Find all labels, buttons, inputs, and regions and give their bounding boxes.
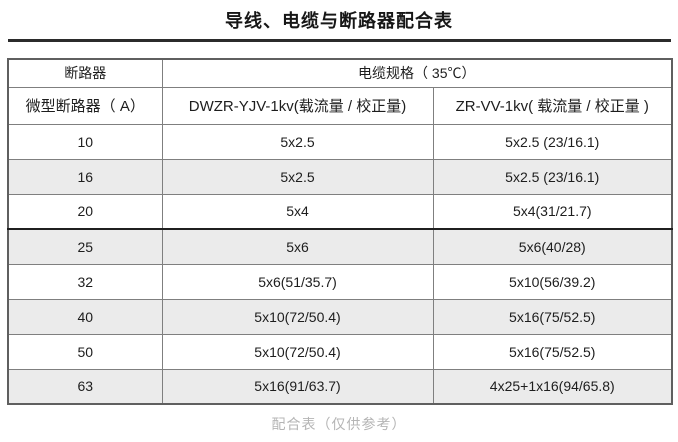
breaker-cable-table: 断路器 电缆规格（ 35℃） 微型断路器（ A） DWZR-YJV-1kv(载流… xyxy=(7,58,673,405)
header-cable-spec-group: 电缆规格（ 35℃） xyxy=(161,58,673,88)
breaker-rating-cell: 20 xyxy=(7,193,163,230)
zrvv-capacity-cell: 5x2.5 (23/16.1) xyxy=(432,123,673,160)
header-breaker-group: 断路器 xyxy=(7,58,163,88)
table-body: 断路器 电缆规格（ 35℃） 微型断路器（ A） DWZR-YJV-1kv(载流… xyxy=(7,58,673,405)
zrvv-capacity-cell: 5x16(75/52.5) xyxy=(432,333,673,370)
breaker-rating-cell: 32 xyxy=(7,263,163,300)
header-col-dwzr: DWZR-YJV-1kv(载流量 / 校正量) xyxy=(161,86,434,125)
table-row: 40 5x10(72/50.4) 5x16(75/52.5) xyxy=(7,298,673,335)
zrvv-capacity-cell: 5x4(31/21.7) xyxy=(432,193,673,230)
table-row: 63 5x16(91/63.7) 4x25+1x16(94/65.8) xyxy=(7,368,673,405)
breaker-rating-cell: 40 xyxy=(7,298,163,335)
table-caption: 配合表（仅供参考） xyxy=(271,416,407,432)
breaker-rating-cell: 25 xyxy=(7,228,163,265)
dwzr-capacity-cell: 5x16(91/63.7) xyxy=(161,368,434,405)
page-title: 导线、电缆与断路器配合表 xyxy=(225,11,453,31)
table-row: 20 5x4 5x4(31/21.7) xyxy=(7,193,673,230)
table-header-row-2: 微型断路器（ A） DWZR-YJV-1kv(载流量 / 校正量) ZR-VV-… xyxy=(7,86,673,125)
table-row: 25 5x6 5x6(40/28) xyxy=(7,228,673,265)
dwzr-capacity-cell: 5x2.5 xyxy=(161,123,434,160)
breaker-rating-cell: 50 xyxy=(7,333,163,370)
table-row: 16 5x2.5 5x2.5 (23/16.1) xyxy=(7,158,673,195)
breaker-rating-cell: 10 xyxy=(7,123,163,160)
title-divider xyxy=(8,39,671,42)
header-col-zrvv: ZR-VV-1kv( 载流量 / 校正量 ) xyxy=(432,86,673,125)
header-col-breaker: 微型断路器（ A） xyxy=(7,86,163,125)
table-header-row-1: 断路器 电缆规格（ 35℃） xyxy=(7,58,673,88)
breaker-rating-cell: 63 xyxy=(7,368,163,405)
zrvv-capacity-cell: 5x16(75/52.5) xyxy=(432,298,673,335)
dwzr-capacity-cell: 5x2.5 xyxy=(161,158,434,195)
zrvv-capacity-cell: 5x2.5 (23/16.1) xyxy=(432,158,673,195)
zrvv-capacity-cell: 5x10(56/39.2) xyxy=(432,263,673,300)
dwzr-capacity-cell: 5x10(72/50.4) xyxy=(161,333,434,370)
table-row: 32 5x6(51/35.7) 5x10(56/39.2) xyxy=(7,263,673,300)
dwzr-capacity-cell: 5x6(51/35.7) xyxy=(161,263,434,300)
zrvv-capacity-cell: 5x6(40/28) xyxy=(432,228,673,265)
zrvv-capacity-cell: 4x25+1x16(94/65.8) xyxy=(432,368,673,405)
table-row: 50 5x10(72/50.4) 5x16(75/52.5) xyxy=(7,333,673,370)
breaker-rating-cell: 16 xyxy=(7,158,163,195)
table-row: 10 5x2.5 5x2.5 (23/16.1) xyxy=(7,123,673,160)
dwzr-capacity-cell: 5x4 xyxy=(161,193,434,230)
dwzr-capacity-cell: 5x10(72/50.4) xyxy=(161,298,434,335)
dwzr-capacity-cell: 5x6 xyxy=(161,228,434,265)
